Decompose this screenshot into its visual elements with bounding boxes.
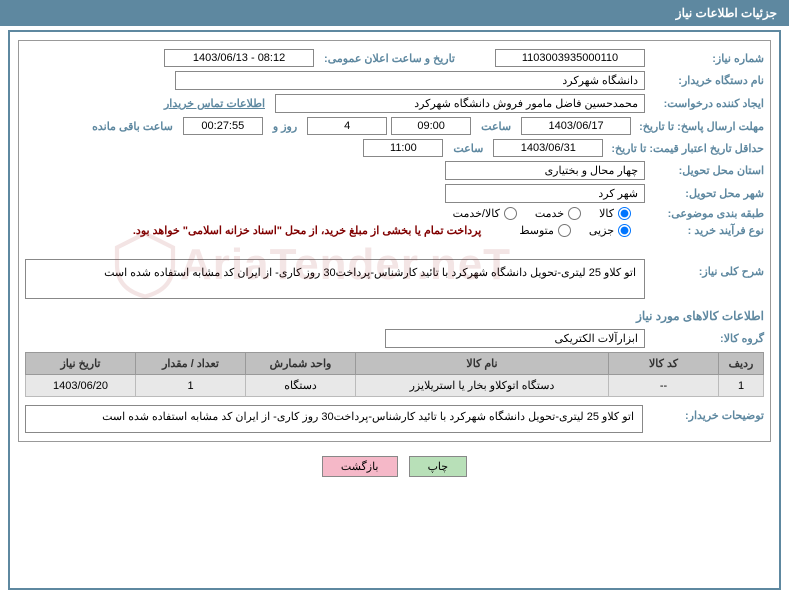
requester-value: محمدحسین فاضل مامور فروش دانشگاه شهرکرد — [275, 94, 645, 113]
need-number-value: 1103003935000110 — [495, 49, 645, 67]
cell-qty: 1 — [136, 375, 246, 397]
remaining-label: ساعت باقی مانده — [86, 120, 179, 133]
radio-both[interactable]: کالا/خدمت — [453, 207, 517, 220]
radio-goods-label: کالا — [599, 207, 614, 220]
goods-info-title: اطلاعات کالاهای مورد نیاز — [25, 309, 764, 323]
page-header: جزئیات اطلاعات نیاز — [0, 0, 789, 26]
countdown: 00:27:55 — [183, 117, 263, 135]
cell-idx: 1 — [719, 375, 764, 397]
deadline-date: 1403/06/17 — [521, 117, 631, 135]
city-value: شهر کرد — [445, 184, 645, 203]
need-desc-value: اتو کلاو 25 لیتری-تحویل دانشگاه شهرکرد ب… — [25, 259, 645, 299]
goods-group-label: گروه کالا: — [649, 332, 764, 345]
buyer-notes-label: توضیحات خریدار: — [649, 405, 764, 422]
days-value: 4 — [307, 117, 387, 135]
buyer-notes-value: اتو کلاو 25 لیتری-تحویل دانشگاه شهرکرد ب… — [25, 405, 643, 433]
radio-goods[interactable]: کالا — [599, 207, 631, 220]
time-word-2: ساعت — [447, 142, 489, 155]
announce-label: تاریخ و ساعت اعلان عمومی: — [318, 52, 461, 65]
need-number-label: شماره نیاز: — [649, 52, 764, 65]
th-code: کد کالا — [609, 353, 719, 375]
th-unit: واحد شمارش — [246, 353, 356, 375]
validity-date: 1403/06/31 — [493, 139, 603, 157]
time-word-1: ساعت — [475, 120, 517, 133]
cell-unit: دستگاه — [246, 375, 356, 397]
goods-group-value: ابزارآلات الکتریکی — [385, 329, 645, 348]
radio-medium[interactable]: متوسط — [519, 224, 571, 237]
radio-both-input[interactable] — [504, 207, 517, 220]
radio-partial-label: جزیی — [589, 224, 614, 237]
deadline-label: مهلت ارسال پاسخ: تا تاریخ: — [635, 120, 764, 133]
announce-value: 1403/06/13 - 08:12 — [164, 49, 314, 67]
cell-code: -- — [609, 375, 719, 397]
th-date: تاریخ نیاز — [26, 353, 136, 375]
days-word: روز و — [267, 120, 303, 133]
radio-service-input[interactable] — [568, 207, 581, 220]
back-button[interactable]: بازگشت — [322, 456, 398, 477]
th-qty: تعداد / مقدار — [136, 353, 246, 375]
payment-note: پرداخت تمام یا بخشی از مبلغ خرید، از محل… — [133, 224, 481, 237]
button-row: چاپ بازگشت — [18, 456, 771, 477]
province-label: استان محل تحویل: — [649, 164, 764, 177]
table-row: 1 -- دستگاه اتوکلاو بخار یا استریلایزر د… — [26, 375, 764, 397]
page-title: جزئیات اطلاعات نیاز — [676, 6, 777, 20]
details-box: شماره نیاز: 1103003935000110 تاریخ و ساع… — [18, 40, 771, 442]
main-frame: شماره نیاز: 1103003935000110 تاریخ و ساع… — [8, 30, 781, 590]
radio-goods-input[interactable] — [618, 207, 631, 220]
validity-label: حداقل تاریخ اعتبار قیمت: تا تاریخ: — [607, 142, 764, 155]
goods-table: ردیف کد کالا نام کالا واحد شمارش تعداد /… — [25, 352, 764, 397]
radio-service-label: خدمت — [535, 207, 564, 220]
need-desc-label: شرح کلی نیاز: — [649, 259, 764, 278]
cell-date: 1403/06/20 — [26, 375, 136, 397]
deadline-time: 09:00 — [391, 117, 471, 135]
print-button[interactable]: چاپ — [409, 456, 468, 477]
radio-medium-label: متوسط — [519, 224, 554, 237]
process-label: نوع فرآیند خرید : — [649, 224, 764, 237]
th-row: ردیف — [719, 353, 764, 375]
radio-both-label: کالا/خدمت — [453, 207, 500, 220]
buyer-org-label: نام دستگاه خریدار: — [649, 74, 764, 87]
radio-service[interactable]: خدمت — [535, 207, 581, 220]
buyer-org-value: دانشگاه شهرکرد — [175, 71, 645, 90]
requester-label: ایجاد کننده درخواست: — [649, 97, 764, 110]
category-label: طبقه بندی موضوعی: — [649, 207, 764, 220]
th-name: نام کالا — [356, 353, 609, 375]
radio-partial-input[interactable] — [618, 224, 631, 237]
contact-link[interactable]: اطلاعات تماس خریدار — [164, 97, 271, 110]
radio-partial[interactable]: جزیی — [589, 224, 631, 237]
city-label: شهر محل تحویل: — [649, 187, 764, 200]
validity-time: 11:00 — [363, 139, 443, 157]
cell-name: دستگاه اتوکلاو بخار یا استریلایزر — [356, 375, 609, 397]
province-value: چهار محال و بختیاری — [445, 161, 645, 180]
radio-medium-input[interactable] — [558, 224, 571, 237]
